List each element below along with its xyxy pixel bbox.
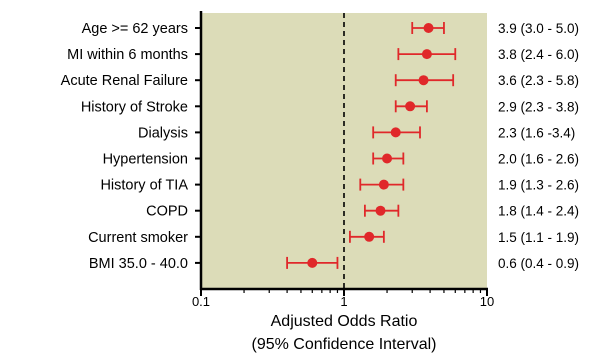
ci-value-label: 0.6 (0.4 - 0.9) [498,256,579,271]
odds-ratio-point [418,75,429,86]
odds-ratio-point [390,127,401,138]
odds-ratio-point [364,231,375,242]
x-tick-label: 10 [480,294,494,309]
odds-ratio-point [378,179,389,190]
ci-value-label: 1.9 (1.3 - 2.6) [498,178,579,193]
forest-row: Current smoker 1.5 (1.1 - 1.9) [88,230,579,246]
x-axis-title-line2: (95% Confidence Interval) [252,336,437,353]
ci-value-label: 1.5 (1.1 - 1.9) [498,230,579,245]
category-label: Acute Renal Failure [61,73,188,89]
forest-row: Hypertension 2.0 (1.6 - 2.6) [103,152,579,168]
x-tick-label: 1 [340,294,347,309]
forest-row: MI within 6 months 3.8 (2.4 - 6.0) [67,47,579,63]
category-label: MI within 6 months [67,47,188,63]
x-ticks-layer: 0.1 1 10 [192,289,494,309]
category-label: Current smoker [88,230,188,246]
odds-ratio-point [307,257,318,268]
odds-ratio-point [423,23,434,33]
category-label: Hypertension [103,152,188,168]
forest-row: Acute Renal Failure 3.6 (2.3 - 5.8) [61,73,579,89]
odds-ratio-point [405,101,416,112]
category-label: Dialysis [138,125,188,141]
odds-ratio-point [375,205,386,216]
ci-value-label: 3.8 (2.4 - 6.0) [498,47,579,62]
ci-value-label: 1.8 (1.4 - 2.4) [498,204,579,219]
forest-row: History of TIA 1.9 (1.3 - 2.6) [100,178,579,194]
forest-row: Dialysis 2.3 (1.6 -3.4) [138,125,575,141]
odds-ratio-point [421,49,432,60]
ci-value-label: 3.9 (3.0 - 5.0) [498,21,579,36]
ci-value-label: 2.9 (2.3 - 3.8) [498,99,579,114]
forest-row: History of Stroke 2.9 (2.3 - 3.8) [81,99,579,115]
category-label: Age >= 62 years [82,21,188,37]
ci-value-label: 3.6 (2.3 - 5.8) [498,73,579,88]
ci-value-label: 2.3 (1.6 -3.4) [498,125,575,140]
forest-row: BMI 35.0 - 40.0 0.6 (0.4 - 0.9) [89,256,579,272]
forest-row: COPD 1.8 (1.4 - 2.4) [146,204,579,220]
category-label: History of TIA [100,178,188,194]
ci-value-label: 2.0 (1.6 - 2.6) [498,152,579,167]
x-axis-title: Adjusted Odds Ratio [271,313,418,330]
x-tick-label: 0.1 [192,294,210,309]
category-label: COPD [146,204,188,220]
category-label: BMI 35.0 - 40.0 [89,256,188,272]
category-label: History of Stroke [81,99,188,115]
odds-ratio-point [382,153,393,164]
rows-layer: Age >= 62 years 3.9 (3.0 - 5.0) MI within … [61,21,579,272]
forest-row: Age >= 62 years 3.9 (3.0 - 5.0) [82,21,579,37]
